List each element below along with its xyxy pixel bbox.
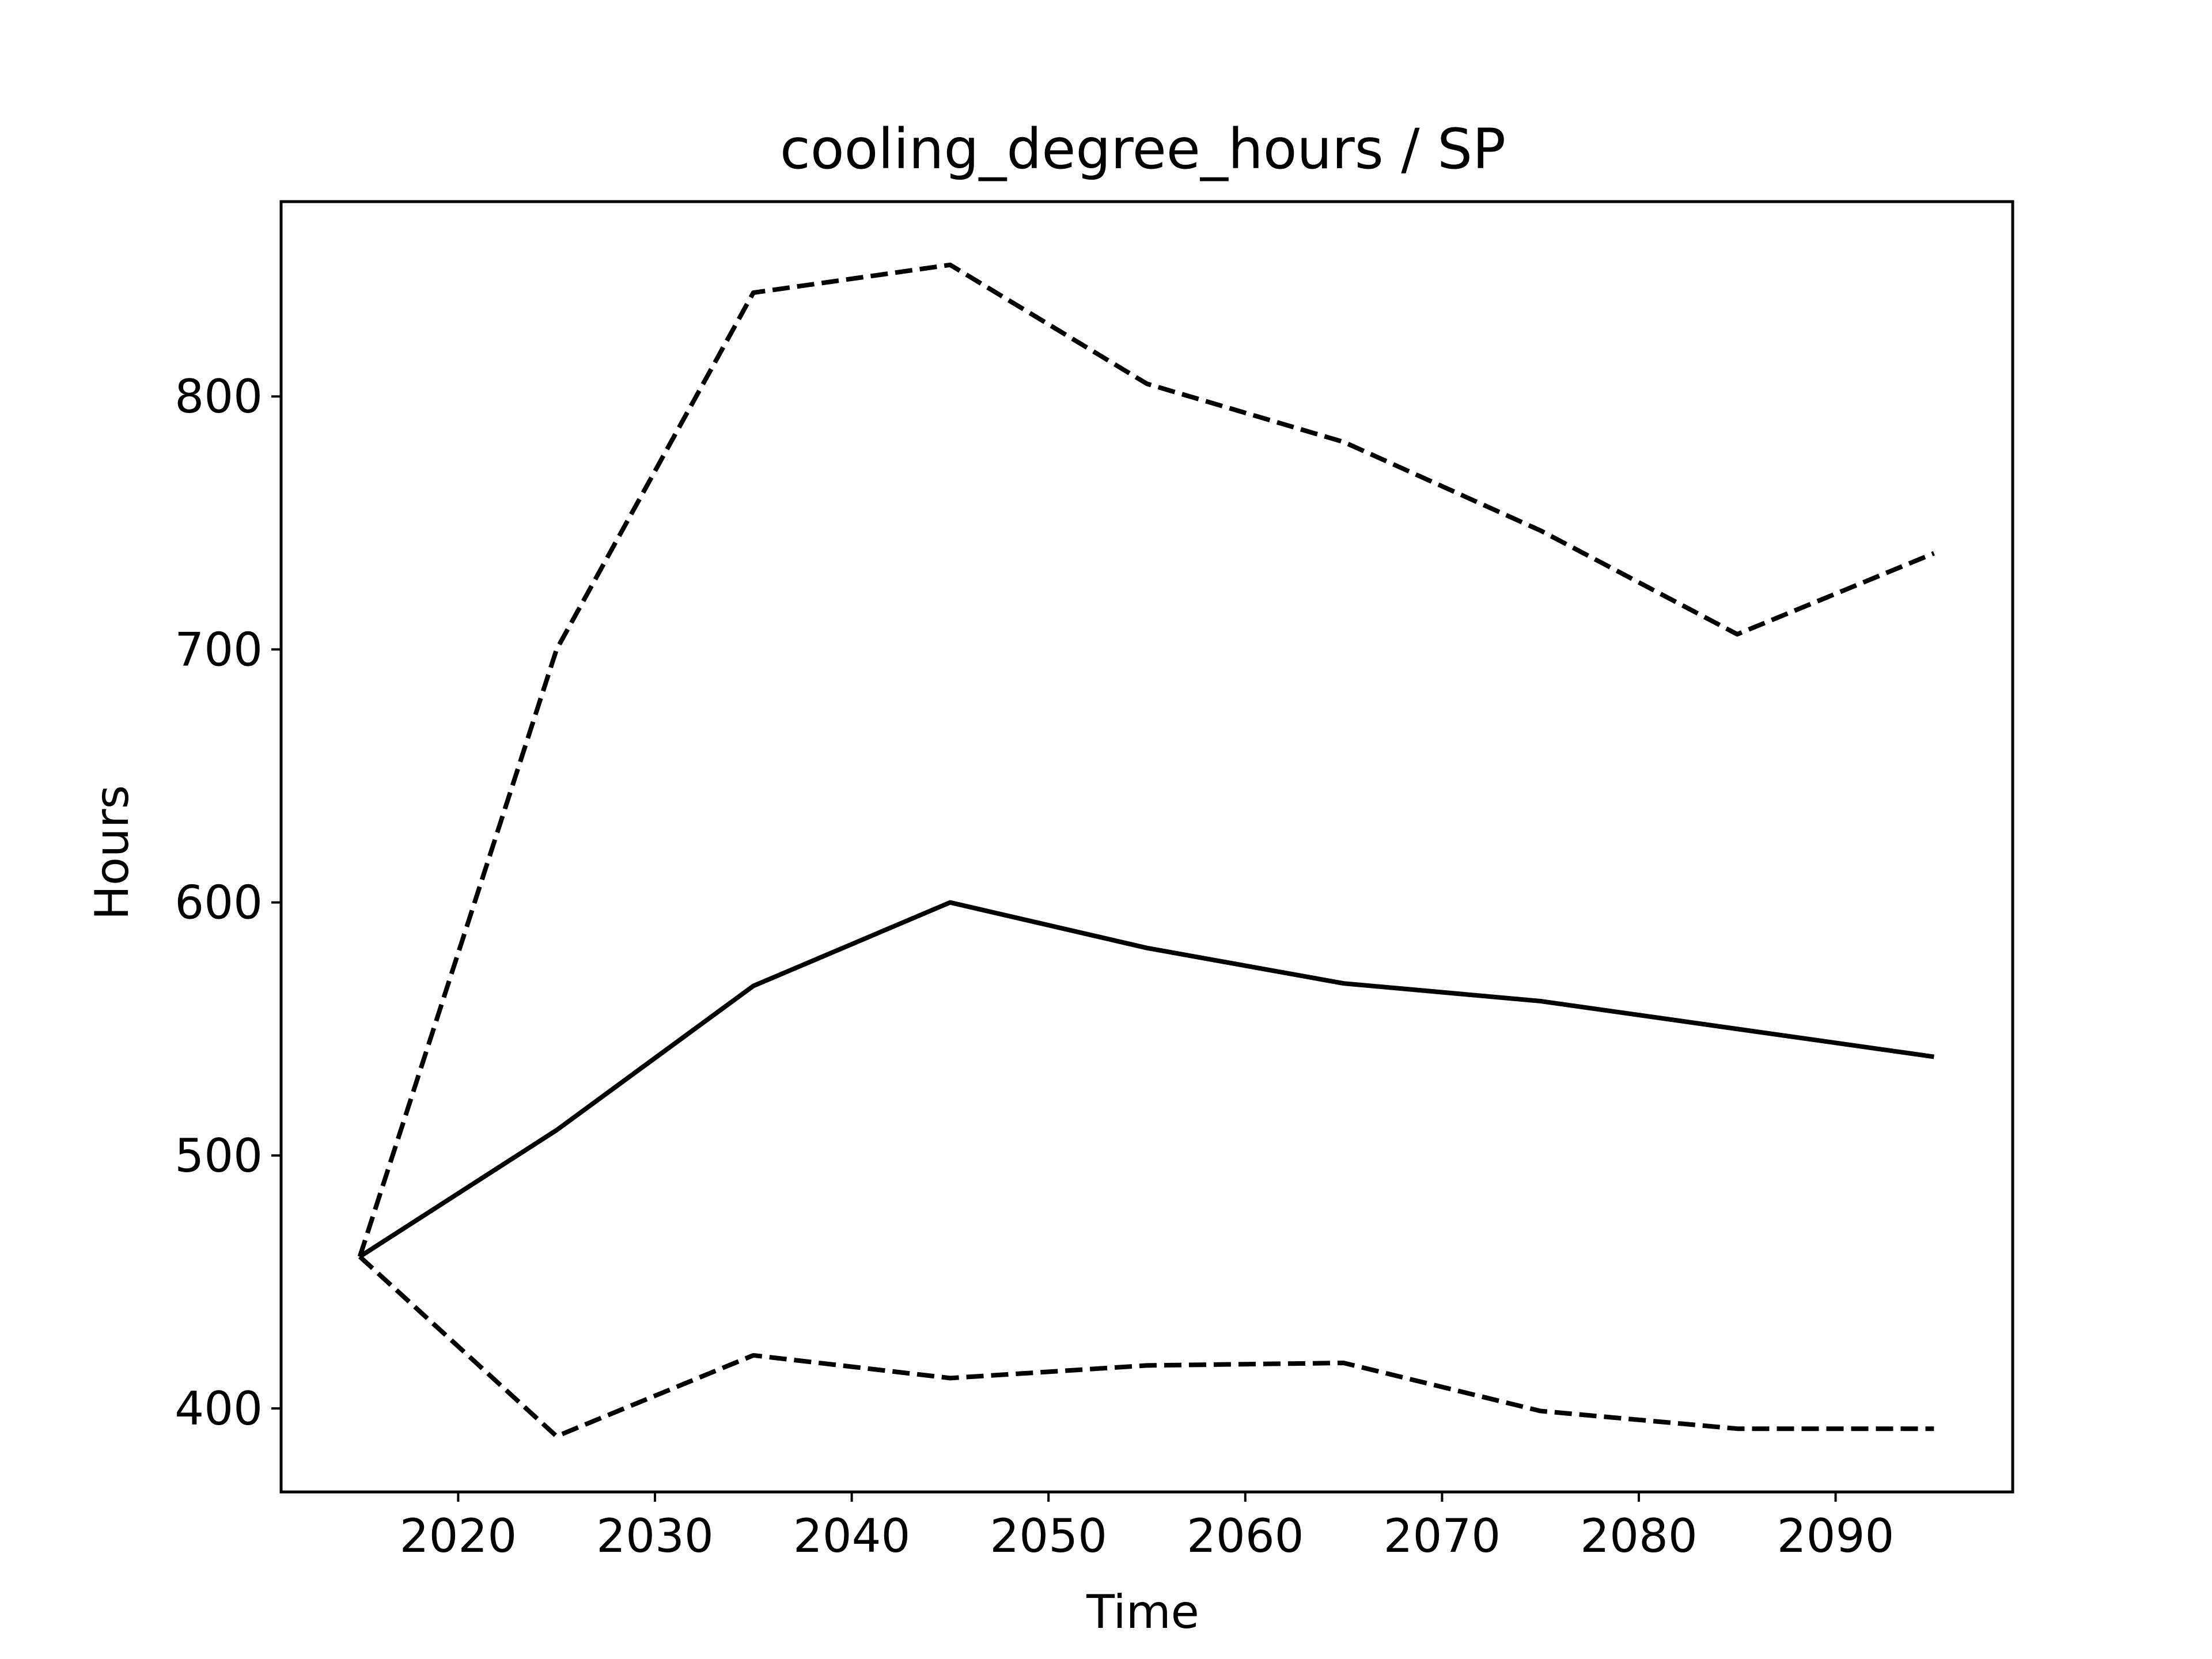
x-tick-label: 2050 xyxy=(990,1509,1107,1563)
y-axis-label: Hours xyxy=(85,785,139,920)
y-tick-label: 400 xyxy=(175,1382,263,1435)
y-tick-label: 600 xyxy=(175,876,263,930)
x-axis: 2020 2030 2040 2050 2060 2070 2080 2090 xyxy=(400,1492,1895,1563)
x-tick-label: 2030 xyxy=(596,1509,714,1563)
x-axis-label: Time xyxy=(1086,1585,1199,1639)
y-tick-label: 700 xyxy=(175,623,263,676)
series-line-3 xyxy=(358,1255,1934,1439)
x-tick-label: 2080 xyxy=(1580,1509,1698,1563)
x-tick-label: 2020 xyxy=(400,1509,517,1563)
y-tick-label: 500 xyxy=(175,1129,263,1183)
series-line-1 xyxy=(358,900,1934,1259)
x-tick-label: 2090 xyxy=(1777,1509,1895,1563)
series-line-2 xyxy=(357,262,1935,1257)
x-tick-label: 2040 xyxy=(793,1509,911,1563)
chart-title: cooling_degree_hours / SP xyxy=(780,117,1506,181)
plot-area-frame xyxy=(279,200,2014,1494)
y-tick-label: 800 xyxy=(175,370,263,423)
x-tick-label: 2070 xyxy=(1384,1509,1501,1563)
series-layer xyxy=(357,262,1935,1439)
x-tick-label: 2060 xyxy=(1187,1509,1304,1563)
y-axis: 400 500 600 700 800 xyxy=(175,370,281,1435)
